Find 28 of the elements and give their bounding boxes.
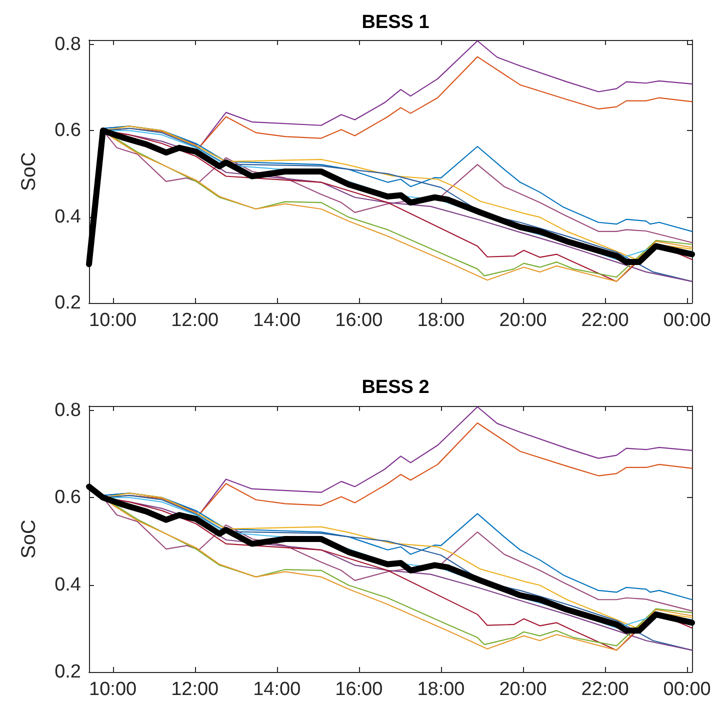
x-tick-label: 18:00 [417, 310, 465, 331]
x-tick-label: 00:00 [663, 310, 711, 331]
x-tick-label: 18:00 [417, 679, 465, 700]
y-axis-title: SoC [18, 152, 40, 191]
y-tick-label: 0.8 [54, 34, 81, 55]
y-tick-label: 0.6 [54, 487, 81, 508]
y-tick-label: 0.4 [54, 574, 82, 596]
x-tick-label: 00:00 [663, 679, 711, 700]
y-tick-label: 0.4 [54, 206, 82, 228]
y-tick-label: 0.2 [54, 292, 81, 314]
x-tick-label: 22:00 [581, 310, 629, 331]
chart-title: BESS 1 [362, 12, 430, 33]
x-tick-label: 10:00 [89, 679, 137, 700]
x-tick-label: 12:00 [171, 679, 219, 700]
x-tick-label: 20:00 [499, 310, 547, 331]
x-tick-label: 20:00 [499, 679, 547, 700]
x-tick-label: 12:00 [171, 310, 219, 331]
y-tick-label: 0.2 [54, 662, 81, 682]
y-axis-title: SoC [18, 520, 40, 558]
x-tick-label: 16:00 [335, 310, 383, 331]
x-tick-label: 22:00 [581, 679, 629, 700]
chart-title: BESS 2 [362, 377, 430, 398]
x-tick-label: 14:00 [253, 679, 301, 700]
y-tick-label: 0.6 [54, 120, 81, 142]
x-tick-label: 10:00 [89, 310, 137, 331]
x-tick-label: 14:00 [253, 310, 301, 331]
x-tick-label: 16:00 [335, 679, 383, 700]
y-tick-label: 0.8 [54, 400, 81, 421]
